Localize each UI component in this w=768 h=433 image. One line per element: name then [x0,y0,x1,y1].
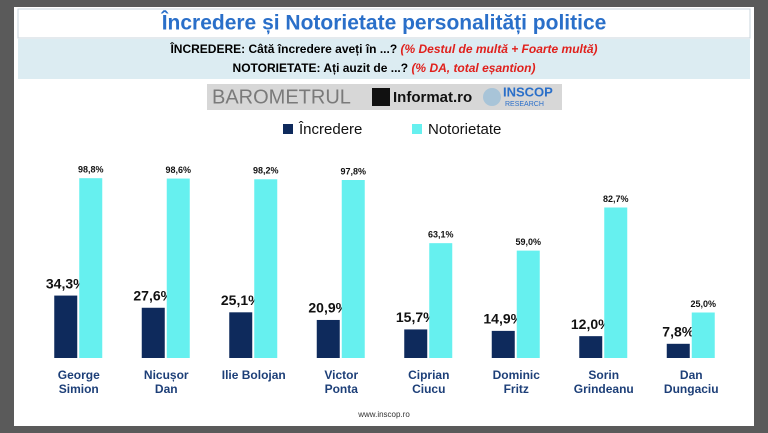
bar [141,307,165,358]
subtitle: NOTORIETATE: Ați auzit de ...? (% DA, to… [233,61,536,75]
bar [341,180,365,358]
value-label: 98,8% [78,165,104,175]
bar [229,312,253,358]
legend-swatch [283,124,293,134]
bar [254,179,278,358]
value-label: 25,1% [221,292,261,308]
legend-label: Notorietate [428,121,501,138]
x-tick-label: Ciprian Ciucu [408,368,450,396]
subtitle: ÎNCREDERE: Câtă încredere aveți în ...? … [169,41,597,56]
value-label: 82,7% [603,194,629,204]
bar [666,343,690,358]
value-label: 98,6% [165,165,191,175]
subtitle-label: NOTORIETATE: Ați auzit de ...? [233,61,409,75]
bar [429,243,453,358]
logo: Informat.ro [393,89,472,106]
value-label: 34,3% [46,275,86,291]
value-label: 14,9% [483,311,523,327]
logo: BAROMETRUL [212,86,351,108]
bar [491,330,515,358]
logo-icon [483,88,501,106]
x-tick-label: George Simion [57,368,100,396]
bar [579,336,603,358]
x-tick-label: Ilie Bolojan [221,368,286,382]
legend-label: Încredere [298,121,362,138]
subtitle-note: (% Destul de multă + Foarte multă) [401,42,598,56]
subtitle-label: ÎNCREDERE: Câtă încredere aveți în ...? [169,41,397,56]
bar [516,250,540,358]
logo: RESEARCH [505,101,544,108]
bar [316,319,340,358]
logo-icon [372,88,390,106]
value-label: 98,2% [253,166,279,176]
chart-title: Încredere și Notorietate personalități p… [161,11,607,35]
bar [604,207,628,358]
bar [404,329,428,358]
title-band [17,8,751,39]
footer: www.inscop.ro [357,410,410,419]
value-label: 20,9% [308,300,348,316]
x-tick-label: Nicușor Dan [143,368,189,396]
x-tick-label: Dan Dungaciu [663,368,719,396]
value-label: 27,6% [133,287,173,303]
bar [79,178,103,358]
bar [54,295,78,358]
x-tick-label: Victor Ponta [324,368,359,396]
bar [691,312,715,358]
value-label: 15,7% [396,309,436,325]
value-label: 63,1% [428,230,454,240]
value-label: 97,8% [340,166,366,176]
subtitle-note: (% DA, total eșantion) [411,61,535,75]
x-tick-label: Sorin Grindeanu [573,368,634,396]
value-label: 12,0% [571,316,611,332]
value-label: 59,0% [515,237,541,247]
legend-swatch [412,124,422,134]
subtitle-band [18,39,750,79]
value-label: 25,0% [690,299,716,309]
logo: INSCOP [503,84,553,99]
x-tick-label: Dominic Fritz [492,368,540,396]
bar [166,178,190,358]
value-label: 7,8% [662,324,694,340]
